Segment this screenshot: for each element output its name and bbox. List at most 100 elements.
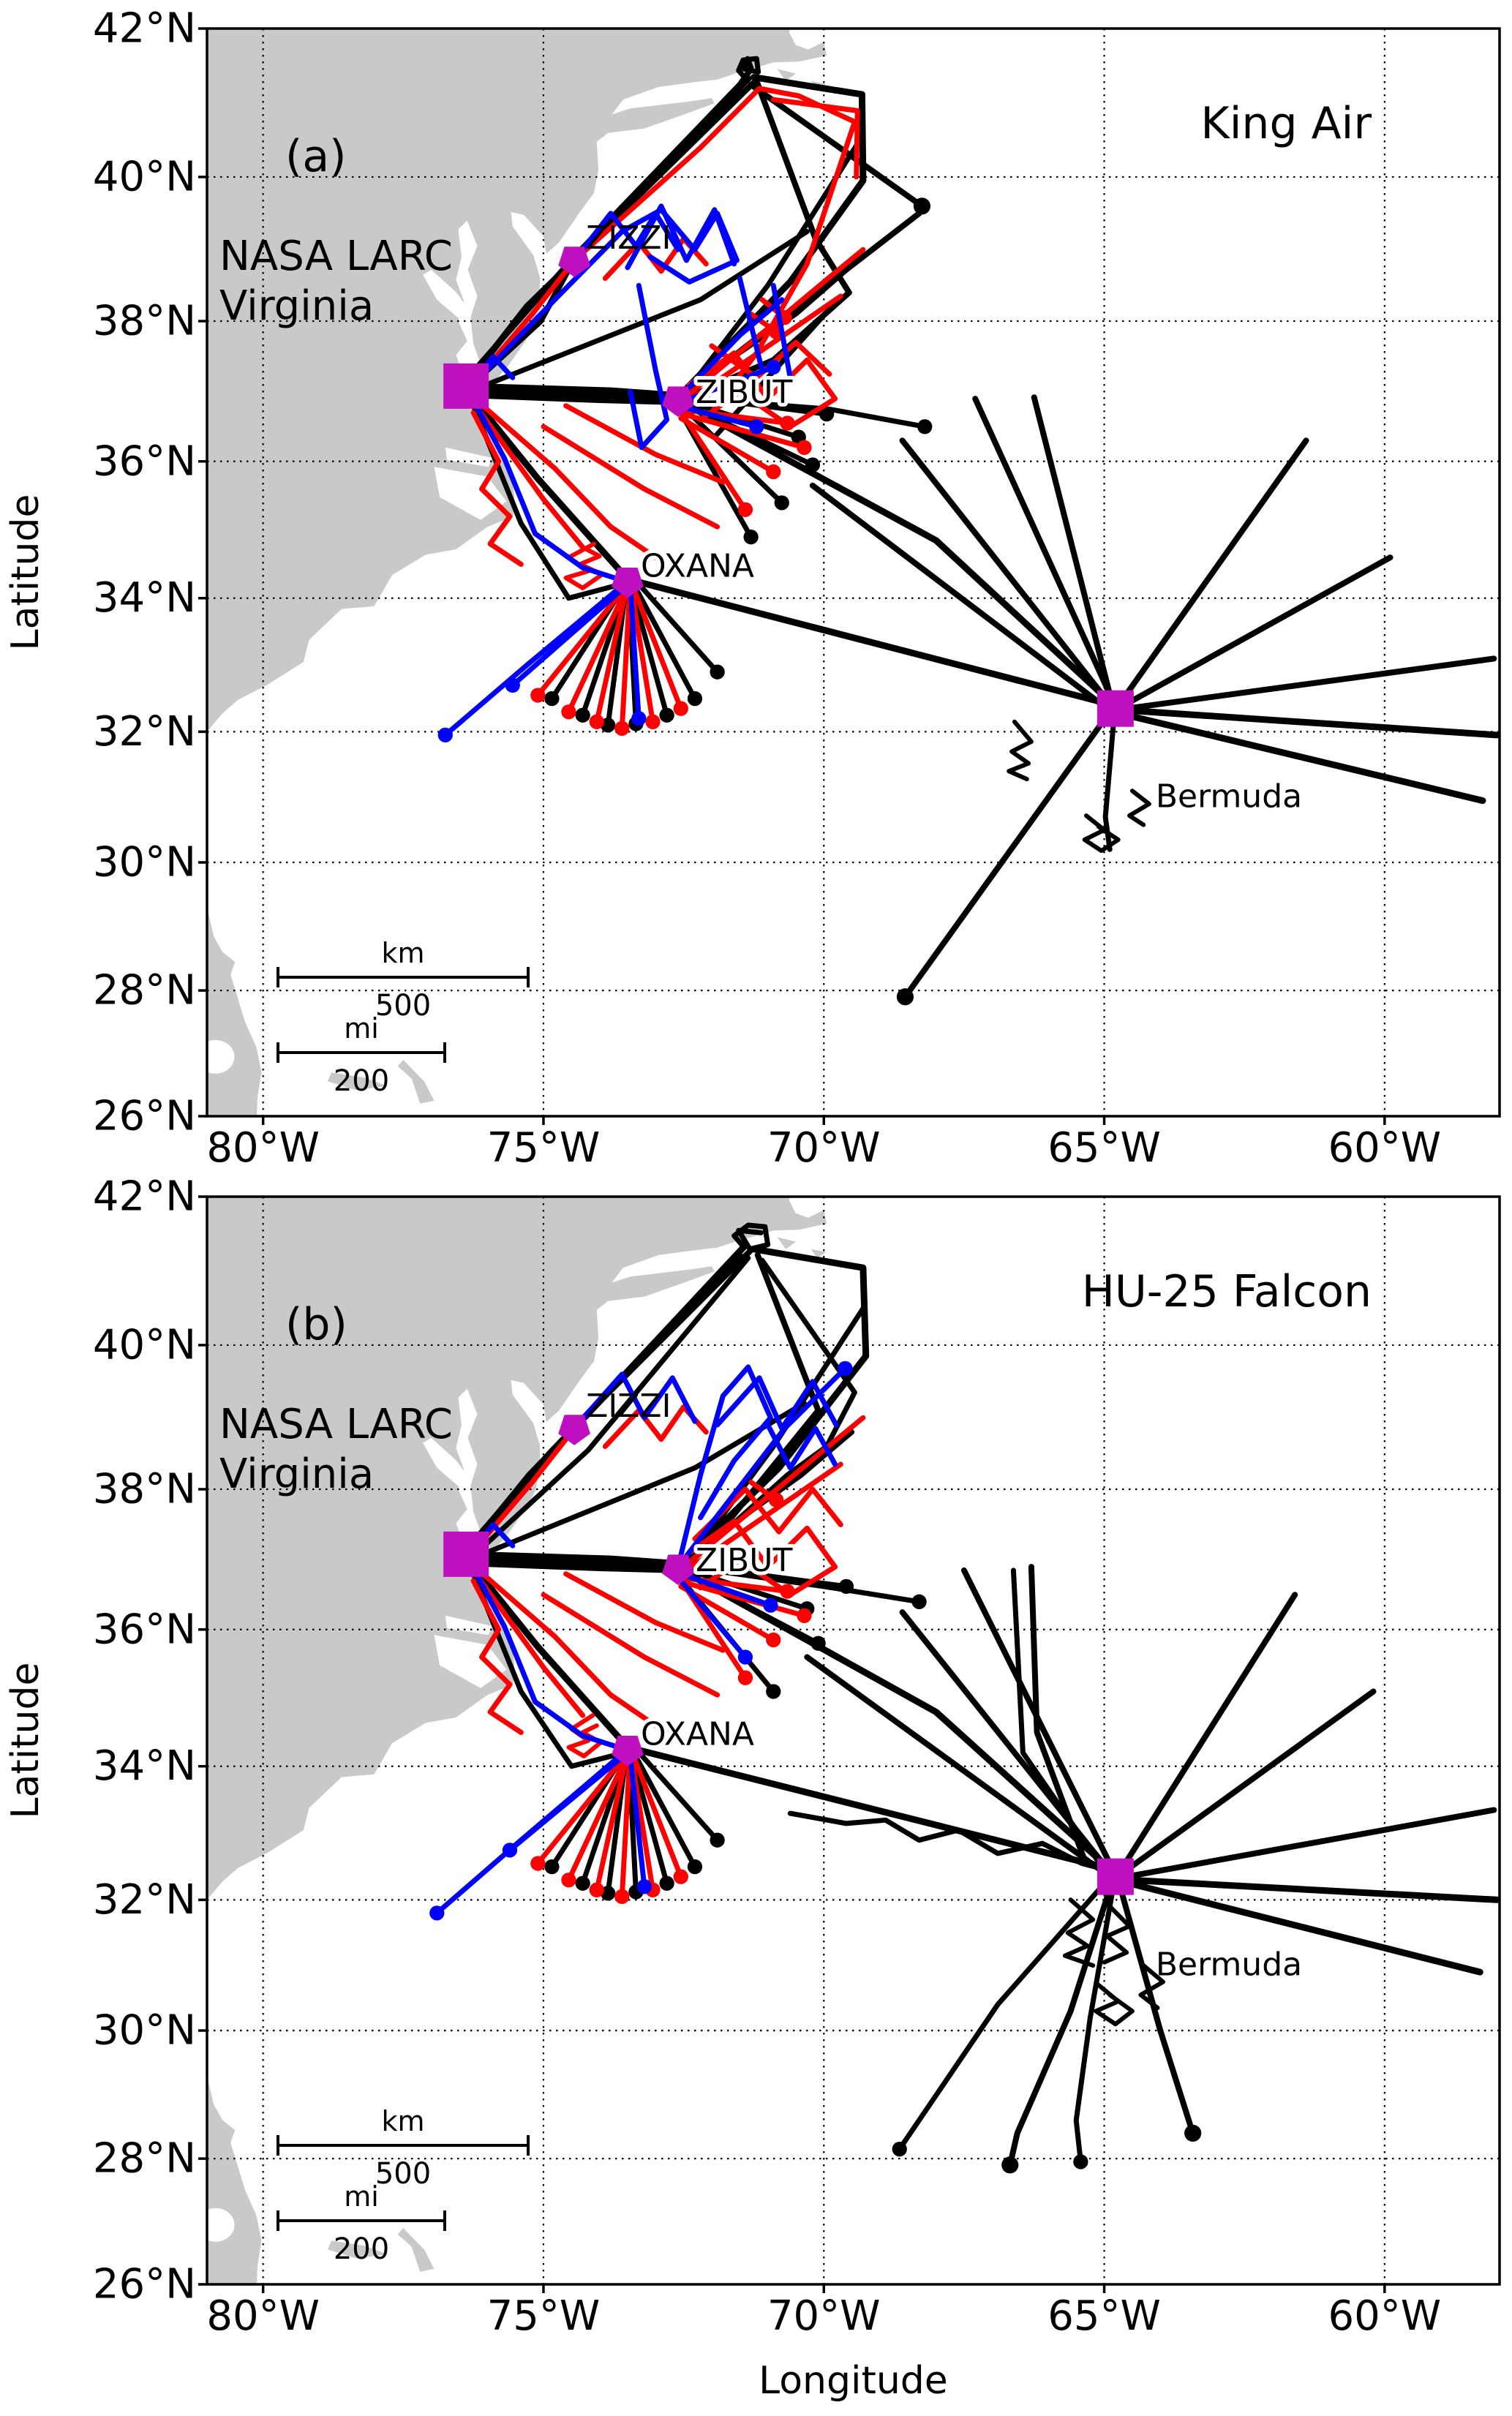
flight-track bbox=[629, 579, 698, 701]
flight-track bbox=[692, 1486, 843, 1542]
flight-track bbox=[681, 1415, 866, 1570]
flight-track bbox=[809, 482, 1110, 712]
flight-track bbox=[594, 1753, 629, 1893]
track-endpoint-dot bbox=[737, 1649, 753, 1665]
track-endpoint-dot bbox=[673, 1869, 688, 1884]
track-endpoint-dot bbox=[530, 1856, 546, 1871]
y-tick-label: 42°N bbox=[93, 1173, 196, 1221]
flight-track bbox=[1082, 813, 1121, 854]
track-endpoint-dot bbox=[429, 1905, 445, 1921]
land-island bbox=[777, 1237, 796, 1249]
flight-track bbox=[467, 383, 682, 399]
x-tick-label: 80°W bbox=[206, 1124, 320, 1172]
flight-track bbox=[470, 410, 524, 567]
flight-track bbox=[675, 1562, 922, 1605]
flight-track bbox=[899, 1609, 1113, 1875]
scalebar-km bbox=[277, 967, 530, 987]
waypoint-marker-oxana bbox=[612, 1736, 644, 1766]
flight-track bbox=[897, 1875, 1113, 2152]
flight-track bbox=[731, 1222, 771, 1252]
flight-track bbox=[434, 1747, 631, 1916]
waypoint-marker-bermuda bbox=[1097, 690, 1134, 727]
flight-track bbox=[1121, 1688, 1377, 1875]
waypoint-marker-zibut bbox=[662, 1554, 694, 1585]
y-tick-label: 28°N bbox=[93, 2135, 196, 2183]
track-endpoint-dot bbox=[673, 701, 688, 716]
scalebar-km bbox=[277, 2135, 530, 2156]
track-endpoint-dot bbox=[530, 688, 546, 703]
flight-track bbox=[566, 1751, 631, 1883]
x-tick-label: 70°W bbox=[767, 2292, 881, 2340]
flight-track bbox=[1124, 655, 1497, 712]
flight-track bbox=[681, 247, 866, 402]
flight-track bbox=[770, 282, 793, 380]
flight-track bbox=[748, 81, 925, 209]
y-tick-label: 34°N bbox=[93, 1742, 196, 1790]
track-endpoint-dot bbox=[575, 1875, 590, 1891]
flight-track bbox=[678, 364, 776, 405]
flight-track bbox=[1094, 1982, 1135, 2027]
land-island bbox=[397, 2228, 435, 2272]
flight-track bbox=[462, 1252, 743, 1554]
flight-track bbox=[510, 582, 631, 688]
latitude-axis-label: Latitude bbox=[4, 494, 48, 650]
flight-track bbox=[686, 350, 838, 429]
scalebar-km-unit: km bbox=[381, 2105, 424, 2137]
flight-track bbox=[467, 392, 628, 584]
y-tick-label: 42°N bbox=[93, 5, 196, 53]
flight-track bbox=[629, 1747, 698, 1870]
land-mainland bbox=[207, 29, 827, 739]
track-endpoint-dot bbox=[645, 714, 661, 729]
flight-track bbox=[629, 1750, 684, 1880]
x-tick-label: 80°W bbox=[206, 2292, 320, 2340]
flight-track bbox=[541, 424, 721, 530]
flight-track bbox=[1007, 1877, 1116, 2168]
flight-track bbox=[1124, 1807, 1497, 1880]
water-sound bbox=[445, 1615, 492, 1636]
flight-track bbox=[1073, 1878, 1117, 2164]
flight-track bbox=[678, 1571, 773, 1608]
water-sound bbox=[445, 447, 492, 467]
land-island bbox=[327, 1072, 388, 1091]
y-tick-label: 32°N bbox=[93, 708, 196, 756]
flight-track bbox=[737, 276, 765, 374]
waypoint-marker-zizzi bbox=[558, 247, 590, 277]
scalebar-mi-value: 200 bbox=[334, 1064, 389, 1098]
track-endpoint-dot bbox=[780, 1584, 795, 1599]
flight-track bbox=[566, 583, 631, 715]
flight-track bbox=[765, 1422, 838, 1471]
track-endpoint-dot bbox=[768, 1492, 784, 1508]
x-tick-label: 60°W bbox=[1328, 1124, 1442, 1172]
y-tick-label: 40°N bbox=[93, 1321, 196, 1369]
flight-track bbox=[466, 392, 681, 405]
flight-track bbox=[563, 403, 726, 485]
track-endpoint-dot bbox=[631, 711, 647, 726]
track-endpoint-dot bbox=[687, 690, 703, 707]
flight-track bbox=[466, 229, 810, 394]
panel-tag: (a) bbox=[285, 131, 347, 182]
x-tick-label: 65°W bbox=[1048, 2292, 1161, 2340]
lake bbox=[207, 1039, 235, 1074]
track-endpoint-dot bbox=[838, 1361, 853, 1376]
flight-track bbox=[619, 1753, 633, 1900]
y-tick-label: 34°N bbox=[93, 574, 196, 622]
flight-track bbox=[770, 97, 860, 180]
track-endpoint-dot bbox=[797, 440, 812, 455]
track-endpoint-dot bbox=[1001, 2156, 1019, 2174]
track-endpoint-dot bbox=[766, 1632, 781, 1648]
flight-track bbox=[675, 1578, 807, 1619]
land-island bbox=[810, 1249, 827, 1258]
flight-track bbox=[1121, 554, 1393, 709]
track-endpoint-dot bbox=[437, 727, 453, 743]
track-endpoint-dot bbox=[710, 1832, 725, 1848]
flight-track bbox=[675, 1364, 773, 1570]
scalebar-mi-value: 200 bbox=[334, 2232, 389, 2266]
track-endpoint-dot bbox=[896, 988, 914, 1006]
y-tick-label: 38°N bbox=[93, 298, 196, 345]
flight-track bbox=[899, 437, 1113, 707]
panel-title: King Air bbox=[1200, 98, 1372, 149]
flight-track bbox=[563, 1571, 726, 1653]
flight-track bbox=[619, 585, 633, 731]
waypoint-label-oxana: OXANA bbox=[641, 1716, 754, 1753]
flight-track bbox=[464, 386, 681, 403]
